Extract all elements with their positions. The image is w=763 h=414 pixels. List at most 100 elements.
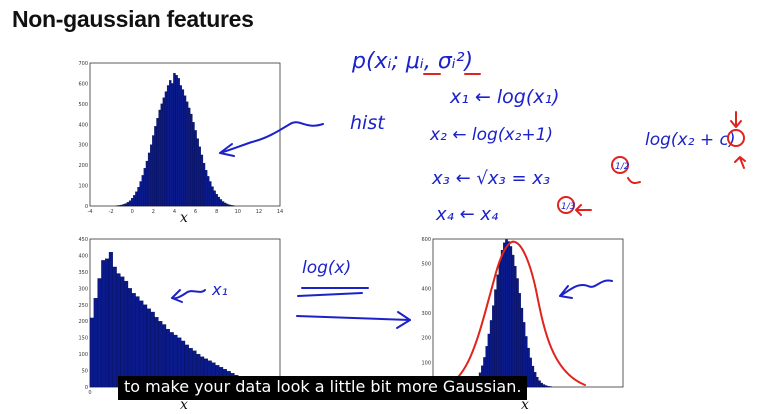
- histogram-bar: [209, 181, 211, 206]
- y-tick-label: 700: [78, 61, 88, 67]
- histogram-bar: [201, 155, 203, 206]
- histogram-bar: [190, 114, 192, 206]
- histogram-bar: [216, 194, 218, 206]
- hist-label: hist: [350, 112, 386, 134]
- x-tick-label: 0: [88, 390, 91, 396]
- exponent-half: 1/2: [615, 162, 630, 172]
- exponent-third: 1/3: [561, 202, 576, 212]
- histogram-bar: [230, 205, 232, 206]
- y-tick-label: 400: [78, 253, 88, 259]
- histogram-bar: [207, 176, 209, 206]
- histogram-bar: [129, 201, 131, 206]
- x-tick-label: 8: [215, 209, 218, 215]
- histogram-bar: [527, 348, 529, 387]
- histogram-bar: [499, 261, 501, 387]
- x-tick-label: 0: [131, 209, 134, 215]
- histogram-bar: [123, 204, 125, 206]
- histogram-bar: [152, 136, 154, 206]
- subtitle-caption: to make your data look a little bit more…: [118, 376, 527, 400]
- x-tick-label: 4: [173, 209, 176, 215]
- histogram-bar: [161, 104, 163, 206]
- x-tick-label: -2: [109, 209, 114, 215]
- histogram-bar: [157, 118, 159, 206]
- arrow-up-c: [735, 157, 745, 168]
- histogram-bar: [119, 205, 121, 206]
- y-tick-label: 600: [421, 237, 431, 243]
- histogram-bar: [143, 305, 147, 387]
- histogram-bar: [199, 147, 201, 206]
- log-x-label: log(x): [302, 258, 351, 278]
- x-tick-label: 2: [152, 209, 155, 215]
- histogram-bar: [159, 110, 161, 206]
- y-tick-label: 500: [421, 262, 431, 268]
- histogram-bar: [167, 85, 169, 206]
- histogram-bar: [165, 92, 167, 206]
- y-tick-label: 500: [78, 102, 88, 108]
- y-tick-label: 100: [421, 360, 431, 366]
- histogram-bar: [536, 377, 538, 387]
- x-axis-label: x: [180, 210, 188, 226]
- histogram-bar: [192, 122, 194, 206]
- histogram-bar: [140, 181, 142, 206]
- histogram-bar: [90, 318, 94, 387]
- y-tick-label: 150: [78, 336, 88, 342]
- histogram-bar: [218, 197, 220, 206]
- histogram-bar: [186, 102, 188, 206]
- x-tick-label: 12: [256, 209, 262, 215]
- histogram-bar: [188, 108, 190, 206]
- y-tick-label: 300: [78, 143, 88, 149]
- histogram-bar: [211, 187, 213, 206]
- x1-label-small: x₁: [211, 280, 228, 299]
- histogram-bar: [144, 168, 146, 206]
- histogram-bar: [113, 267, 117, 387]
- transform-x3: x₃ ← √x₃ = x₃: [431, 168, 550, 189]
- y-tick-label: 100: [78, 352, 88, 358]
- histogram-bar: [503, 243, 505, 387]
- histogram-bar: [543, 385, 545, 387]
- y-tick-label: 50: [82, 369, 88, 375]
- histogram-bar: [534, 372, 536, 387]
- y-tick-label: 600: [78, 81, 88, 87]
- histogram-bar: [117, 274, 121, 387]
- histogram-bar: [135, 192, 137, 206]
- histogram-bar: [514, 266, 516, 387]
- histogram-bar: [154, 126, 156, 206]
- y-tick-label: 400: [78, 122, 88, 128]
- histogram-bar: [178, 78, 180, 206]
- histogram-bar: [508, 241, 510, 387]
- y-tick-label: 100: [78, 184, 88, 190]
- histogram-bar: [195, 130, 197, 206]
- histogram-bar: [222, 202, 224, 206]
- arrow-down-c: [731, 112, 741, 127]
- transform-x4: x₄ ← x₄: [435, 204, 499, 225]
- histogram-bar: [109, 252, 113, 387]
- y-tick-label: 300: [78, 286, 88, 292]
- histogram-bar: [133, 195, 135, 206]
- histogram-bar: [197, 139, 199, 206]
- y-tick-label: 450: [78, 237, 88, 243]
- histogram-bar: [547, 386, 549, 387]
- y-tick-label: 350: [78, 270, 88, 276]
- histogram-bar: [128, 288, 132, 387]
- y-tick-label: 400: [421, 286, 431, 292]
- histogram-bar: [180, 85, 182, 206]
- histogram-bar: [226, 204, 228, 206]
- histogram-bar: [501, 250, 503, 387]
- histogram-bar: [101, 260, 105, 387]
- histogram-bar: [220, 199, 222, 206]
- histogram-gaussian: 0100200300400500600700 -4 -2 0 2 4 6 8 10 12 14 x: [78, 61, 283, 226]
- y-tick-label: 300: [421, 311, 431, 317]
- histogram-bar: [142, 175, 144, 206]
- underline-log-x: [298, 288, 368, 296]
- histogram-bar: [136, 297, 140, 387]
- histogram-bar: [203, 163, 205, 206]
- x-tick-label: 10: [235, 209, 241, 215]
- histogram-bar: [492, 306, 494, 387]
- histogram-bar: [541, 383, 543, 387]
- histogram-bar: [184, 96, 186, 206]
- y-tick-label: 200: [78, 319, 88, 325]
- histogram-bar: [512, 255, 514, 387]
- histogram-bar: [121, 205, 123, 206]
- histogram-bar: [131, 198, 133, 206]
